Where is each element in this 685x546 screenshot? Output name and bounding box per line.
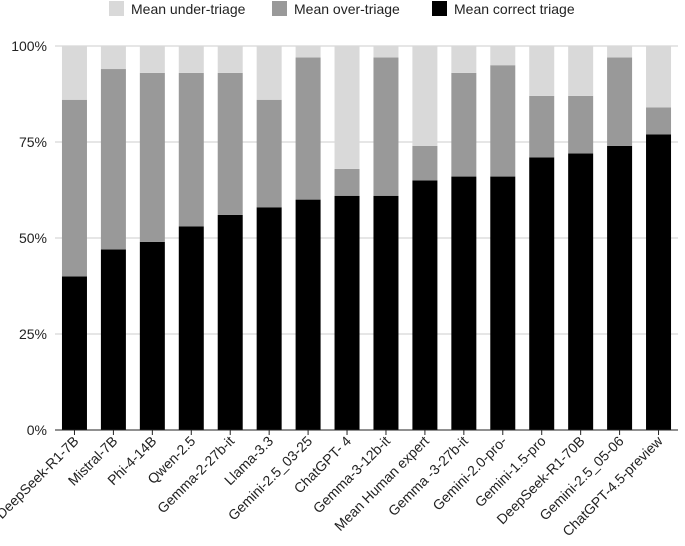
bar-stack (256, 46, 282, 430)
bar-segment-mean-under-triage (217, 46, 243, 73)
bar-segment-mean-under-triage (139, 46, 165, 73)
legend-label: Mean over-triage (294, 1, 400, 17)
bar-segment-mean-over-triage (61, 99, 87, 277)
bar-segment-mean-over-triage (139, 72, 165, 242)
bar-segment-mean-under-triage (529, 46, 555, 96)
legend-label: Mean correct triage (454, 1, 575, 17)
bar-segment-mean-correct-triage (217, 214, 243, 430)
legend-swatch (432, 1, 447, 16)
bar-segment-mean-under-triage (100, 46, 126, 70)
bar-segment-mean-under-triage (568, 46, 594, 96)
bar-segment-mean-correct-triage (490, 176, 516, 430)
bar-segment-mean-correct-triage (139, 241, 165, 430)
bar-segment-mean-over-triage (334, 168, 360, 196)
bar-segment-mean-under-triage (178, 46, 204, 73)
y-tick-label: 100% (11, 38, 47, 54)
bar-segment-mean-under-triage (334, 46, 360, 169)
legend-swatch (109, 1, 124, 16)
bar-segment-mean-over-triage (607, 57, 633, 146)
bar-segment-mean-correct-triage (178, 226, 204, 430)
bar-segment-mean-under-triage (256, 46, 282, 100)
bar-stack (139, 46, 165, 430)
bar-segment-mean-correct-triage (373, 195, 399, 430)
bar-segment-mean-over-triage (490, 65, 516, 177)
bar-segment-mean-under-triage (607, 46, 633, 58)
bar-segment-mean-correct-triage (256, 207, 282, 430)
bars (61, 46, 672, 431)
bar-segment-mean-correct-triage (529, 157, 555, 431)
bar-stack (568, 46, 594, 430)
bar-segment-mean-over-triage (100, 69, 126, 250)
bar-segment-mean-under-triage (412, 46, 438, 146)
bar-segment-mean-correct-triage (412, 180, 438, 430)
legend-item: Mean over-triage (272, 1, 400, 17)
y-tick-label: 0% (27, 422, 47, 438)
bar-segment-mean-over-triage (646, 107, 672, 135)
bar-segment-mean-under-triage (373, 46, 399, 58)
bar-segment-mean-under-triage (295, 46, 321, 58)
bar-stack (178, 46, 204, 430)
bar-segment-mean-over-triage (178, 72, 204, 227)
bar-stack (490, 46, 516, 430)
bar-segment-mean-over-triage (529, 95, 555, 158)
y-axis-tick-labels: 0% 25% 50% 75% 100% (11, 38, 47, 438)
bar-segment-mean-over-triage (373, 57, 399, 196)
bar-stack (373, 46, 399, 430)
bar-stack (100, 46, 126, 430)
legend-item: Mean correct triage (432, 1, 575, 17)
bar-segment-mean-over-triage (256, 99, 282, 208)
bar-stack (607, 46, 633, 430)
bar-stack (529, 46, 555, 431)
bar-segment-mean-correct-triage (646, 134, 672, 430)
x-axis-tick-labels: DeepSeek-R1-7BMistral-7BPhi-4-14BQwen-2.… (0, 432, 666, 539)
legend-label: Mean under-triage (131, 1, 246, 17)
y-tick-label: 50% (19, 230, 47, 246)
bar-segment-mean-under-triage (451, 46, 477, 73)
bar-segment-mean-under-triage (61, 46, 87, 100)
bar-stack (217, 46, 243, 430)
bar-stack (646, 46, 672, 430)
bar-stack (61, 46, 87, 430)
bar-segment-mean-over-triage (295, 57, 321, 200)
bar-stack (334, 46, 360, 430)
bar-segment-mean-over-triage (568, 95, 594, 154)
bar-segment-mean-correct-triage (100, 249, 126, 430)
bar-stack (451, 46, 477, 430)
legend-swatch (272, 1, 287, 16)
bar-segment-mean-correct-triage (334, 195, 360, 430)
bar-stack (295, 46, 321, 430)
y-tick-label: 25% (19, 326, 47, 342)
y-tick-label: 75% (19, 134, 47, 150)
bar-stack (412, 46, 438, 430)
bar-segment-mean-under-triage (490, 46, 516, 66)
bar-segment-mean-correct-triage (451, 176, 477, 430)
bar-segment-mean-correct-triage (568, 153, 594, 430)
legend-item: Mean under-triage (109, 1, 246, 17)
bar-segment-mean-correct-triage (295, 199, 321, 430)
legend: Mean under-triage Mean over-triage Mean co… (109, 1, 575, 17)
bar-segment-mean-over-triage (451, 72, 477, 177)
bar-segment-mean-under-triage (646, 46, 672, 108)
bar-segment-mean-over-triage (412, 145, 438, 181)
bar-segment-mean-correct-triage (61, 276, 87, 430)
bar-segment-mean-correct-triage (607, 145, 633, 430)
bar-segment-mean-over-triage (217, 72, 243, 215)
